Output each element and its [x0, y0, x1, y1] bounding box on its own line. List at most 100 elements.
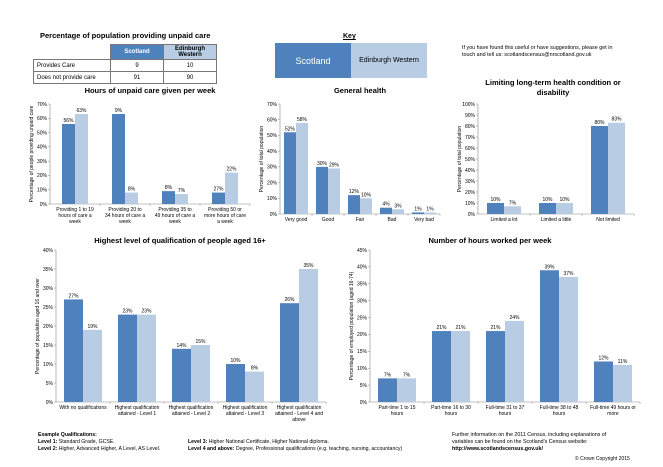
- data-label: 7%: [178, 188, 186, 194]
- bar-scotland: [486, 331, 505, 402]
- y-tick-label: 25%: [357, 315, 368, 321]
- bar-edinburgh: [245, 371, 264, 402]
- data-label: 1%: [414, 206, 422, 212]
- x-tick-label: Part-time 1 to 15: [379, 405, 416, 411]
- y-tick-label: 70%: [465, 135, 476, 141]
- x-tick-label: Fair: [356, 217, 365, 223]
- x-tick-label: Bad: [388, 217, 397, 223]
- qualification-note-heading: Example Qualifications:: [38, 432, 97, 438]
- data-label: 10%: [361, 192, 372, 198]
- bar-edinburgh: [296, 122, 308, 214]
- y-tick-label: 60%: [267, 118, 278, 124]
- qual-level-2-label: Level 2:: [38, 446, 58, 452]
- qual-level-1-label: Level 1:: [38, 439, 58, 445]
- y-tick-label: 15%: [357, 349, 368, 355]
- bar-scotland: [284, 132, 296, 214]
- x-tick-label: more: [607, 411, 619, 417]
- care-cell-edinburgh: 90: [163, 71, 217, 84]
- bar-scotland: [348, 195, 360, 214]
- x-tick-label: hours: [499, 411, 512, 417]
- data-label: 10%: [230, 358, 241, 364]
- x-tick-label: Very bad: [414, 217, 434, 223]
- data-label: 11%: [618, 359, 628, 365]
- table-row: Provides Care 9 10: [33, 59, 217, 72]
- data-label: 14%: [176, 343, 187, 349]
- data-label: 24%: [509, 315, 520, 321]
- data-label: 23%: [141, 309, 152, 315]
- data-label: 8%: [251, 366, 259, 372]
- census-website-link[interactable]: http://www.scotlandscensus.gov.uk/: [452, 446, 543, 452]
- x-tick-label: Providing 50 or: [208, 207, 242, 213]
- data-label: 4%: [382, 202, 390, 208]
- y-tick-label: 40%: [37, 145, 48, 151]
- y-tick-label: 10%: [43, 362, 54, 368]
- y-tick-label: 50%: [267, 133, 278, 139]
- y-axis-label: Percentage of total population: [457, 126, 463, 193]
- bar-scotland: [118, 314, 137, 402]
- y-tick-label: 30%: [37, 159, 48, 165]
- data-label: 10%: [490, 197, 501, 203]
- data-label: 21%: [436, 325, 447, 331]
- y-axis-label: Percentage of employed population (aged …: [349, 271, 355, 380]
- y-tick-label: 90%: [465, 113, 476, 119]
- care-row-label: Provides Care: [33, 59, 111, 72]
- y-tick-label: 40%: [267, 149, 278, 155]
- qual-level-2-text: Higher, Advanced Higher, A Level, AS Lev…: [57, 446, 161, 452]
- care-table: Scotland Edinburgh Western Provides Care…: [33, 44, 217, 84]
- y-tick-label: 0%: [468, 212, 476, 218]
- bar-scotland: [487, 203, 504, 214]
- qual-level-4-text: Degree, Professional qualifications (e.g…: [234, 446, 403, 452]
- bar-edinburgh: [175, 194, 188, 204]
- copyright: © Crown Copyright 2015: [575, 456, 630, 462]
- y-tick-label: 35%: [43, 267, 54, 273]
- care-header-edinburgh: Edinburgh Western: [163, 44, 217, 60]
- y-tick-label: 60%: [465, 146, 476, 152]
- bar-edinburgh: [360, 198, 372, 214]
- x-tick-label: week: [69, 219, 81, 225]
- x-tick-label: hours: [553, 411, 566, 417]
- x-tick-label: Full-time 38 to 48: [540, 405, 579, 411]
- bar-edinburgh: [556, 203, 573, 214]
- y-tick-label: 80%: [465, 124, 476, 130]
- table-row: Does not provide care 91 90: [33, 71, 217, 84]
- bar-scotland: [539, 203, 556, 214]
- care-cell-edinburgh: 10: [163, 59, 217, 72]
- x-tick-label: Part-time 16 to 30: [431, 405, 471, 411]
- bar-scotland: [112, 114, 125, 204]
- bar-edinburgh: [328, 168, 340, 214]
- y-tick-label: 40%: [465, 168, 476, 174]
- bar-scotland: [316, 166, 328, 214]
- y-tick-label: 10%: [465, 201, 476, 207]
- data-label: 10%: [542, 197, 553, 203]
- y-axis-label: Percentage of population aged 16 and ove…: [35, 278, 41, 374]
- y-axis-label: Percentage of people providing unpaid ca…: [29, 105, 35, 202]
- y-tick-label: 50%: [37, 130, 48, 136]
- qual-level-1-text: Standard Grade, GCSE.: [57, 439, 115, 445]
- data-label: 35%: [303, 263, 314, 269]
- y-tick-label: 0%: [360, 400, 368, 406]
- x-tick-label: Limited a little: [541, 217, 572, 223]
- y-tick-label: 30%: [43, 286, 54, 292]
- data-label: 7%: [509, 200, 517, 206]
- data-label: 19%: [87, 324, 98, 330]
- y-tick-label: 30%: [267, 165, 278, 171]
- bar-edinburgh: [299, 269, 318, 402]
- x-tick-label: Providing 20 to: [108, 207, 142, 213]
- footer-line-2: variables can be found on the Scotland's…: [452, 439, 588, 445]
- chart-title-unpaid-care: Hours of unpaid care given per week: [84, 86, 216, 95]
- bar-edinburgh: [424, 212, 436, 214]
- y-tick-label: 40%: [43, 248, 54, 254]
- data-label: 27%: [213, 187, 224, 193]
- y-tick-label: 35%: [357, 282, 368, 288]
- y-tick-label: 70%: [267, 102, 278, 108]
- y-tick-label: 5%: [46, 381, 54, 387]
- care-table-corner: [34, 45, 111, 60]
- bar-edinburgh: [83, 329, 102, 402]
- y-tick-label: 45%: [357, 248, 368, 254]
- y-tick-label: 20%: [43, 324, 54, 330]
- y-tick-label: 20%: [465, 190, 476, 196]
- x-tick-label: Not limited: [596, 217, 620, 223]
- x-tick-label: a week: [217, 219, 233, 225]
- data-label: 30%: [317, 161, 328, 167]
- data-label: 26%: [284, 297, 295, 303]
